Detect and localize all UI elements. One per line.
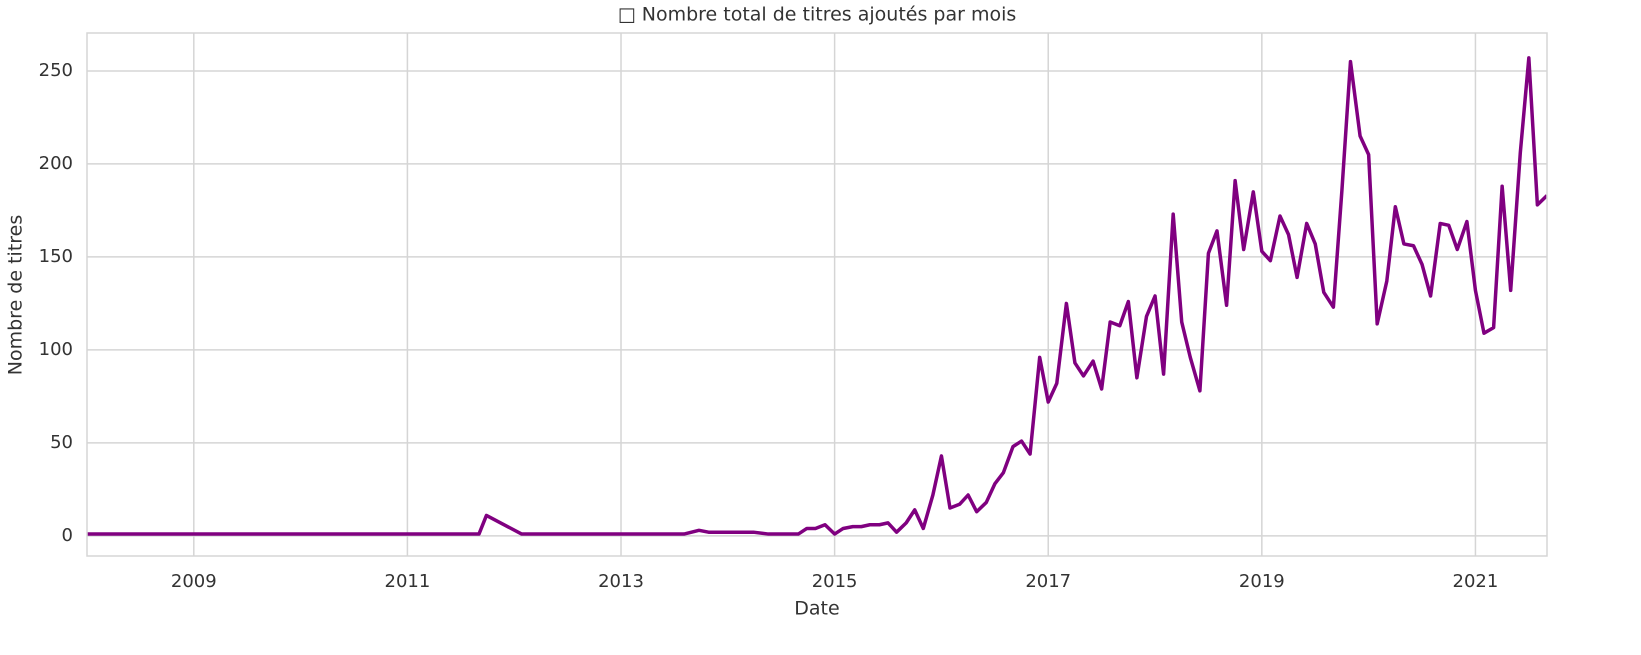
- data-line: [87, 56, 1547, 536]
- y-tick-label: 250: [39, 60, 73, 81]
- grid: [87, 33, 1547, 556]
- x-tick-label: 2021: [1453, 571, 1499, 592]
- y-tick-label: 0: [62, 525, 73, 546]
- y-axis-label: Nombre de titres: [5, 215, 27, 375]
- x-tick-label: 2017: [1025, 571, 1071, 592]
- x-tick-label: 2015: [812, 571, 858, 592]
- chart-title: □ Nombre total de titres ajoutés par moi…: [618, 4, 1017, 26]
- y-tick-label: 100: [39, 339, 73, 360]
- x-tick-label: 2019: [1239, 571, 1285, 592]
- x-tick-label: 2013: [598, 571, 644, 592]
- plot-area: [87, 56, 1547, 536]
- y-tick-label: 150: [39, 246, 73, 267]
- axes-frame: [86, 32, 1548, 557]
- y-tick-label: 50: [50, 432, 73, 453]
- x-axis-label: Date: [794, 598, 839, 620]
- y-tick-label: 200: [39, 153, 73, 174]
- x-tick-label: 2009: [171, 571, 217, 592]
- x-tick-label: 2011: [385, 571, 431, 592]
